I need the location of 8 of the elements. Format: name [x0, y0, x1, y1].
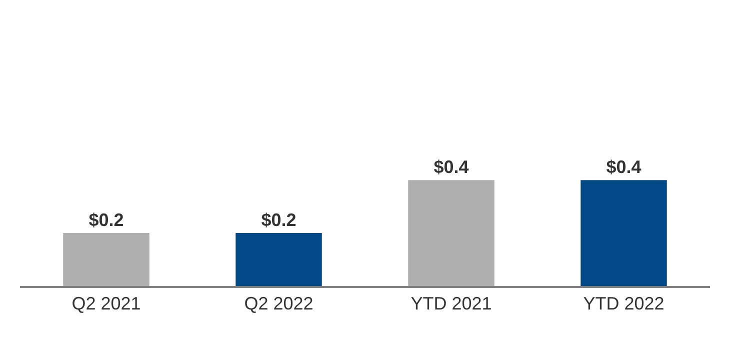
- data-label: $0.4: [606, 157, 642, 178]
- x-tick-label: Q2 2021: [72, 294, 141, 314]
- data-label: $0.2: [261, 210, 296, 230]
- x-tick-label: Q2 2022: [244, 294, 314, 314]
- data-label: $0.2: [88, 210, 124, 230]
- data-label: $0.4: [434, 157, 469, 178]
- x-tick-label: YTD 2021: [410, 294, 492, 314]
- x-tick-label: YTD 2022: [583, 294, 664, 314]
